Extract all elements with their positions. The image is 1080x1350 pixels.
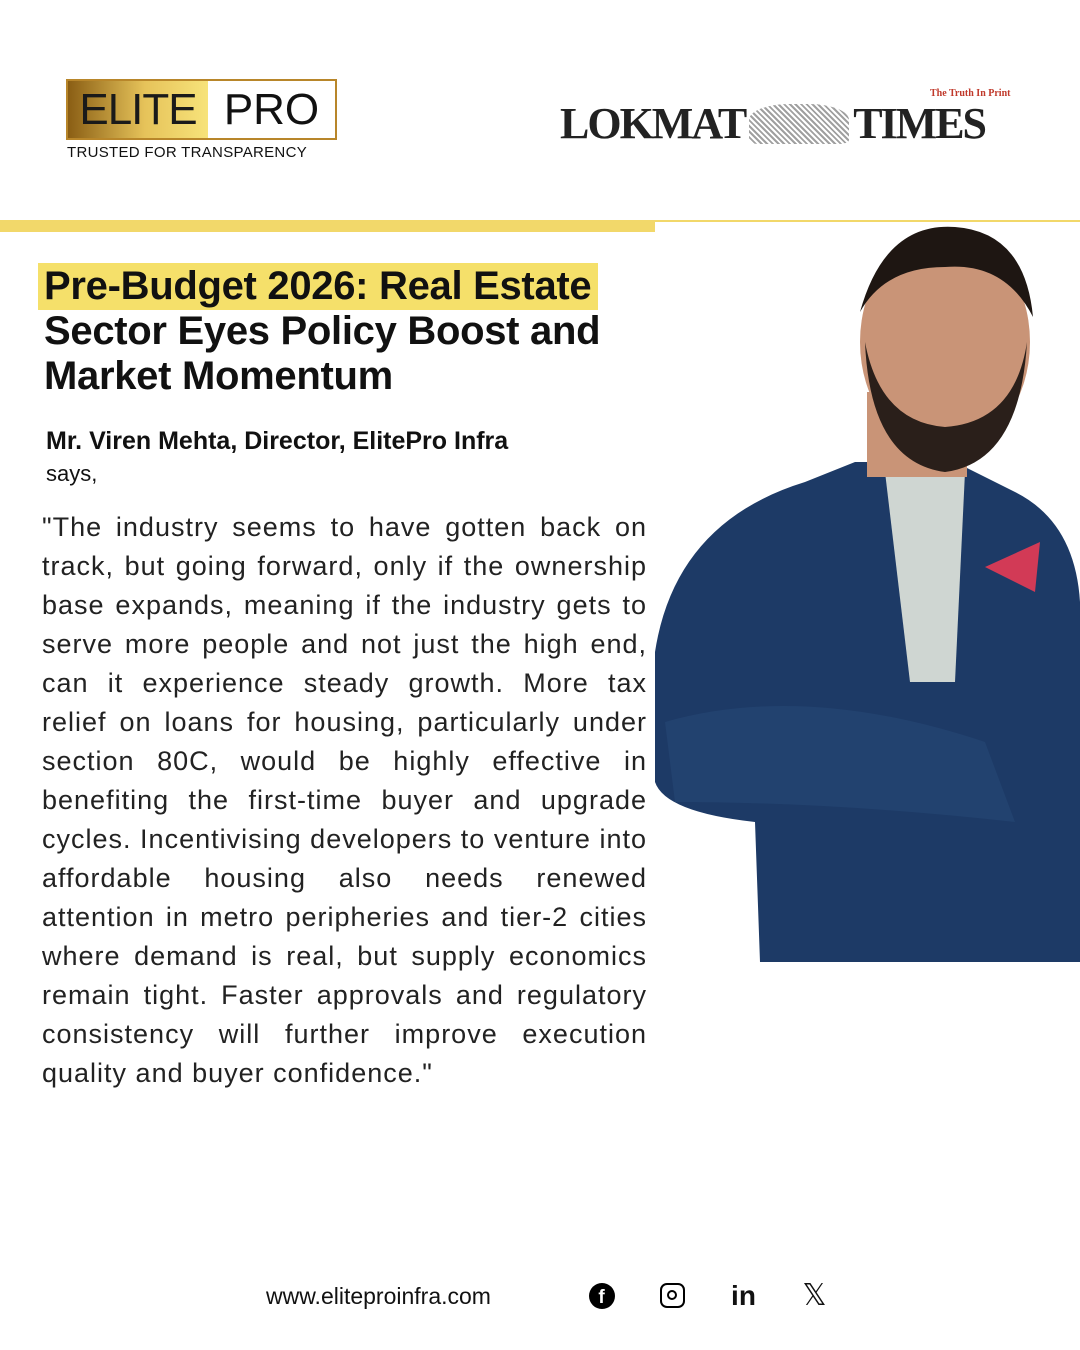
lokmat-times-logo: LOKMAT TIMES <box>560 99 987 148</box>
lokmat-motto: The Truth In Print <box>930 88 1011 99</box>
x-icon: 𝕏 <box>802 1278 827 1313</box>
facebook-link[interactable]: f <box>566 1282 637 1309</box>
times-word: TIMES <box>853 99 987 148</box>
website-link[interactable]: www.eliteproinfra.com <box>266 1282 491 1309</box>
logo-word-pro: PRO <box>208 81 335 138</box>
linkedin-link[interactable]: in <box>708 1280 779 1312</box>
footer: www.eliteproinfra.com f in 𝕏 <box>266 1278 850 1313</box>
logo-word-elite: ELITE <box>68 81 208 138</box>
elite-pro-logo: ELITE PRO <box>66 79 337 140</box>
emblem-icon <box>749 104 850 144</box>
article-title: Pre-Budget 2026: Real Estate Sector Eyes… <box>44 264 601 398</box>
instagram-link[interactable] <box>637 1283 708 1308</box>
says-label: says, <box>46 461 98 486</box>
lokmat-word: LOKMAT <box>560 99 747 148</box>
facebook-icon: f <box>588 1282 615 1309</box>
quote-text: "The industry seems to have gotten back … <box>42 512 647 1088</box>
title-highlight <box>38 263 598 310</box>
portrait-photo <box>655 222 1080 962</box>
logo-tagline: TRUSTED FOR TRANSPARENCY <box>67 144 307 161</box>
linkedin-icon: in <box>731 1279 756 1311</box>
instagram-icon <box>660 1283 685 1308</box>
x-link[interactable]: 𝕏 <box>779 1278 850 1313</box>
author-name: Mr. Viren Mehta, Director, ElitePro Infr… <box>46 427 509 455</box>
